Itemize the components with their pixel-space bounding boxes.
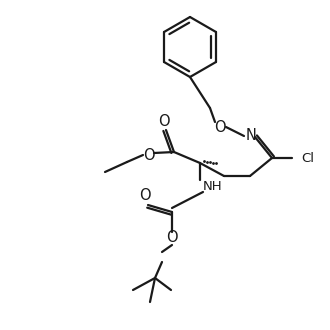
- Text: O: O: [158, 114, 170, 128]
- Text: O: O: [143, 148, 155, 162]
- Text: Cl: Cl: [302, 151, 314, 164]
- Text: O: O: [139, 188, 151, 204]
- Text: N: N: [246, 127, 256, 143]
- Text: O: O: [166, 230, 178, 246]
- Text: O: O: [214, 119, 226, 135]
- Text: NH: NH: [203, 181, 223, 193]
